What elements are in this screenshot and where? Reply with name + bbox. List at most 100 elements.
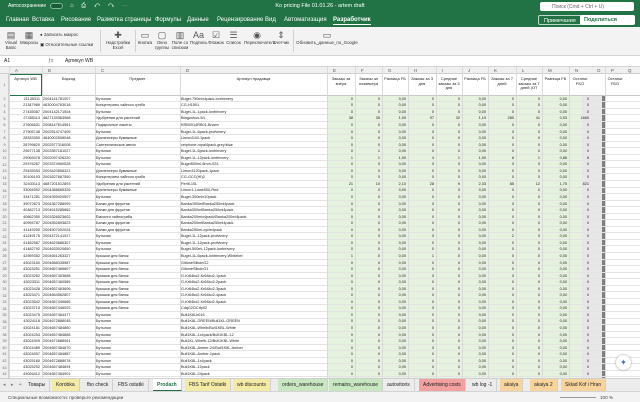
table-cell[interactable]: 1 [377, 155, 380, 160]
table-cell[interactable]: Бутылки [96, 319, 111, 324]
table-cell[interactable]: Limon1-Lowe500-Red [181, 188, 219, 193]
table-cell[interactable]: 0 [511, 371, 514, 376]
table-cell[interactable]: 0 [511, 352, 514, 357]
table-cell[interactable]: 0 [431, 332, 434, 337]
table-cell[interactable]: Bugel-1L-12pack-profvinery [181, 240, 228, 245]
table-cell[interactable]: 0 [377, 326, 380, 331]
table-cell[interactable]: 0 [431, 319, 434, 324]
table-cell[interactable]: 0,00 [478, 175, 486, 180]
table-cell[interactable]: 0 [350, 358, 353, 363]
table-cell[interactable]: 35 [375, 116, 380, 121]
table-cell[interactable]: 2,33 [478, 181, 486, 186]
table-cell[interactable]: 0 [586, 326, 589, 331]
table-cell[interactable]: 0 [511, 175, 514, 180]
table-cell[interactable]: 0,00 [478, 136, 486, 141]
table-cell[interactable]: Крышки для банок [96, 280, 129, 285]
table-cell[interactable]: 0 [350, 201, 353, 206]
table-cell[interactable]: 2004633020650 [43, 247, 71, 252]
table-cell[interactable]: 0 [586, 253, 589, 258]
table-cell[interactable]: 0 [431, 371, 434, 376]
table-cell[interactable]: 2004664562807 [43, 293, 71, 298]
table-cell[interactable]: 0 [431, 188, 434, 193]
table-cell[interactable]: 0,00 [478, 122, 486, 127]
table-cell[interactable]: 0 [586, 129, 589, 134]
table-cell[interactable]: 0 [431, 345, 434, 350]
table-cell[interactable]: Bfagonhus-5/L [181, 116, 206, 121]
table-cell[interactable]: 0 [586, 96, 589, 101]
table-cell[interactable]: 33094592 [23, 188, 40, 193]
table-cell[interactable]: Крышки для банок [96, 267, 129, 272]
table-cell[interactable]: 0 [350, 208, 353, 213]
formula-input[interactable]: Артикул WB [65, 58, 94, 64]
table-cell[interactable]: 0,00 [478, 109, 486, 114]
table-cell[interactable]: 0 [537, 221, 540, 226]
table-cell[interactable]: 0 [377, 312, 380, 317]
table-cell[interactable]: 0,00 [398, 129, 406, 134]
table-cell[interactable]: 0 [537, 247, 540, 252]
column-header[interactable]: Заказы за 7 дней [491, 76, 513, 86]
table-cell[interactable]: 1 [350, 155, 353, 160]
table-cell[interactable]: 0 [586, 345, 589, 350]
table-cell[interactable]: 0 [350, 332, 353, 337]
table-cell[interactable]: 0 [350, 273, 353, 278]
table-cell[interactable]: 0 [350, 326, 353, 331]
table-cell[interactable]: 0 [431, 162, 434, 167]
list-control[interactable]: ☰ Список [226, 30, 241, 45]
table-cell[interactable]: 0,88 [559, 155, 567, 160]
table-cell[interactable]: 0 [586, 136, 589, 141]
table-cell[interactable]: Бутылки [96, 312, 111, 317]
table-cell[interactable]: 10 [375, 181, 380, 186]
table-cell[interactable]: 0,00 [478, 371, 486, 376]
table-cell[interactable]: 0 [586, 188, 589, 193]
row-number[interactable]: 11 [2, 155, 7, 160]
table-cell[interactable]: Подарочные пакеты [96, 122, 132, 127]
tab-data[interactable]: Данные [187, 17, 209, 23]
table-cell[interactable]: 0 [431, 240, 434, 245]
table-cell[interactable]: 0 [377, 352, 380, 357]
row-number[interactable]: 8 [3, 136, 6, 141]
table-cell[interactable]: 0 [537, 168, 540, 173]
row-number[interactable]: 13 [2, 169, 7, 174]
table-cell[interactable]: 0 [457, 345, 460, 350]
table-cell[interactable]: 43023715 [23, 306, 40, 311]
table-cell[interactable]: G-Kr64ko2-Kr64ko2-1pack [181, 273, 227, 278]
table-cell[interactable]: 0 [537, 214, 540, 219]
table-cell[interactable]: 0,00 [398, 201, 406, 206]
table-cell[interactable]: 0 [537, 253, 540, 258]
table-cell[interactable]: Bull1K8L-GREEN/Bull1KL-GREEN [181, 319, 240, 324]
row-number[interactable]: 43 [2, 365, 7, 370]
table-cell[interactable]: Bugel-1L-6pack-profvinery [181, 129, 226, 134]
row-number[interactable]: 33 [2, 300, 7, 305]
table-cell[interactable]: 0 [457, 240, 460, 245]
table-cell[interactable]: 0 [350, 365, 353, 370]
table-cell[interactable]: 0 [350, 345, 353, 350]
table-cell[interactable]: 40994787 [23, 221, 40, 226]
table-cell[interactable]: 29435094 [23, 168, 40, 173]
table-cell[interactable]: 0 [511, 208, 514, 213]
table-cell[interactable]: 0 [457, 221, 460, 226]
table-cell[interactable]: 32 [455, 116, 460, 121]
table-cell[interactable]: 0,00 [478, 339, 486, 344]
column-letter[interactable]: G [388, 68, 392, 73]
table-cell[interactable]: 0 [586, 365, 589, 370]
table-cell[interactable]: Банки для фруктов [96, 221, 130, 226]
table-cell[interactable]: 0,00 [559, 142, 567, 147]
table-cell[interactable]: 0 [350, 280, 353, 285]
sheet-tab[interactable]: Sklad Kof i Hran [561, 379, 607, 391]
table-cell[interactable]: 0 [350, 234, 353, 239]
column-letter[interactable]: A [15, 68, 18, 73]
table-cell[interactable]: 0 [377, 267, 380, 272]
table-cell[interactable]: 0,00 [559, 352, 567, 357]
table-cell[interactable]: 0 [511, 188, 514, 193]
table-cell[interactable]: 0 [350, 162, 353, 167]
table-cell[interactable]: 0 [350, 352, 353, 357]
table-cell[interactable]: 0 [457, 267, 460, 272]
table-cell[interactable]: 0 [511, 345, 514, 350]
table-cell[interactable]: 0 [511, 332, 514, 337]
table-cell[interactable]: 0 [537, 227, 540, 232]
table-cell[interactable]: 0,00 [398, 332, 406, 337]
table-cell[interactable]: Bugel-500ml-12pack-lontrinvery [181, 247, 235, 252]
table-cell[interactable]: 0 [586, 149, 589, 154]
table-cell[interactable]: 0,00 [559, 136, 567, 141]
table-cell[interactable]: 0 [586, 299, 589, 304]
